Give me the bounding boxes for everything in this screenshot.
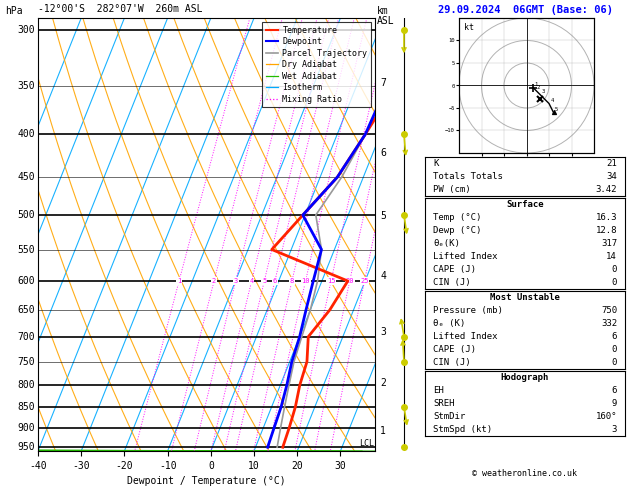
Text: Hodograph: Hodograph — [501, 373, 549, 382]
Text: 750: 750 — [18, 357, 35, 367]
Text: Most Unstable: Most Unstable — [490, 293, 560, 302]
Text: 16.3: 16.3 — [596, 213, 617, 222]
Text: 4: 4 — [250, 278, 253, 284]
Text: 5: 5 — [380, 211, 386, 222]
Text: 2: 2 — [212, 278, 216, 284]
Text: 650: 650 — [18, 305, 35, 315]
Text: CIN (J): CIN (J) — [433, 358, 470, 367]
Text: 6: 6 — [380, 148, 386, 158]
Text: 1: 1 — [535, 83, 538, 87]
Legend: Temperature, Dewpoint, Parcel Trajectory, Dry Adiabat, Wet Adiabat, Isotherm, Mi: Temperature, Dewpoint, Parcel Trajectory… — [262, 22, 371, 107]
Text: 1: 1 — [380, 426, 386, 436]
Text: 700: 700 — [18, 332, 35, 342]
Text: θₑ (K): θₑ (K) — [433, 319, 465, 328]
Text: 14: 14 — [606, 252, 617, 261]
Text: 5: 5 — [555, 107, 558, 112]
Text: hPa: hPa — [5, 6, 23, 16]
Text: 3: 3 — [233, 278, 238, 284]
Text: 3: 3 — [611, 425, 617, 434]
Text: 550: 550 — [18, 244, 35, 255]
Text: 350: 350 — [18, 81, 35, 91]
Text: 0: 0 — [611, 265, 617, 274]
Text: 600: 600 — [18, 276, 35, 286]
Text: 5: 5 — [262, 278, 267, 284]
Text: 25: 25 — [360, 278, 369, 284]
Text: 9: 9 — [611, 399, 617, 408]
Text: ASL: ASL — [377, 16, 394, 26]
Text: 3: 3 — [380, 327, 386, 336]
Text: Pressure (mb): Pressure (mb) — [433, 306, 503, 315]
Text: Lifted Index: Lifted Index — [433, 252, 498, 261]
Text: SREH: SREH — [433, 399, 455, 408]
Text: 12.8: 12.8 — [596, 226, 617, 235]
Text: 4: 4 — [380, 271, 386, 281]
Text: 2: 2 — [380, 378, 386, 388]
Text: 400: 400 — [18, 129, 35, 139]
Text: 800: 800 — [18, 380, 35, 390]
Text: 3.42: 3.42 — [596, 185, 617, 194]
Text: 7: 7 — [380, 78, 386, 88]
Text: -12°00'S  282°07'W  260m ASL: -12°00'S 282°07'W 260m ASL — [38, 4, 203, 14]
Text: 317: 317 — [601, 239, 617, 248]
Text: 6: 6 — [611, 332, 617, 341]
Text: CAPE (J): CAPE (J) — [433, 265, 476, 274]
Text: 2: 2 — [537, 85, 540, 89]
Text: EH: EH — [433, 386, 443, 395]
Text: 6: 6 — [611, 386, 617, 395]
Text: 34: 34 — [606, 172, 617, 181]
Text: 10: 10 — [301, 278, 310, 284]
Text: K: K — [433, 159, 438, 168]
Text: 450: 450 — [18, 172, 35, 182]
Text: Dewp (°C): Dewp (°C) — [433, 226, 481, 235]
Text: Temp (°C): Temp (°C) — [433, 213, 481, 222]
Text: 6: 6 — [273, 278, 277, 284]
Text: LCL: LCL — [359, 439, 374, 448]
Text: © weatheronline.co.uk: © weatheronline.co.uk — [472, 469, 577, 478]
Text: 3: 3 — [542, 89, 545, 94]
Text: CIN (J): CIN (J) — [433, 278, 470, 287]
Text: Surface: Surface — [506, 200, 544, 209]
Text: 1: 1 — [177, 278, 181, 284]
Text: 0: 0 — [611, 345, 617, 354]
Text: km: km — [377, 6, 389, 16]
Text: 21: 21 — [606, 159, 617, 168]
Text: 29.09.2024  06GMT (Base: 06): 29.09.2024 06GMT (Base: 06) — [438, 5, 613, 15]
Text: 500: 500 — [18, 210, 35, 220]
Text: Lifted Index: Lifted Index — [433, 332, 498, 341]
Text: PW (cm): PW (cm) — [433, 185, 470, 194]
Text: 300: 300 — [18, 25, 35, 35]
Text: 160°: 160° — [596, 412, 617, 421]
Text: 0: 0 — [611, 278, 617, 287]
Text: 0: 0 — [611, 358, 617, 367]
Text: 750: 750 — [601, 306, 617, 315]
Text: 900: 900 — [18, 423, 35, 433]
Text: 4: 4 — [550, 98, 554, 103]
Text: 15: 15 — [327, 278, 335, 284]
Text: θₑ(K): θₑ(K) — [433, 239, 460, 248]
Text: 950: 950 — [18, 442, 35, 452]
Text: kt: kt — [464, 23, 474, 33]
Text: StmDir: StmDir — [433, 412, 465, 421]
Text: StmSpd (kt): StmSpd (kt) — [433, 425, 492, 434]
Text: 8: 8 — [290, 278, 294, 284]
Text: 332: 332 — [601, 319, 617, 328]
Text: 850: 850 — [18, 402, 35, 412]
Text: Totals Totals: Totals Totals — [433, 172, 503, 181]
X-axis label: Dewpoint / Temperature (°C): Dewpoint / Temperature (°C) — [127, 476, 286, 486]
Text: CAPE (J): CAPE (J) — [433, 345, 476, 354]
Text: 20: 20 — [345, 278, 354, 284]
